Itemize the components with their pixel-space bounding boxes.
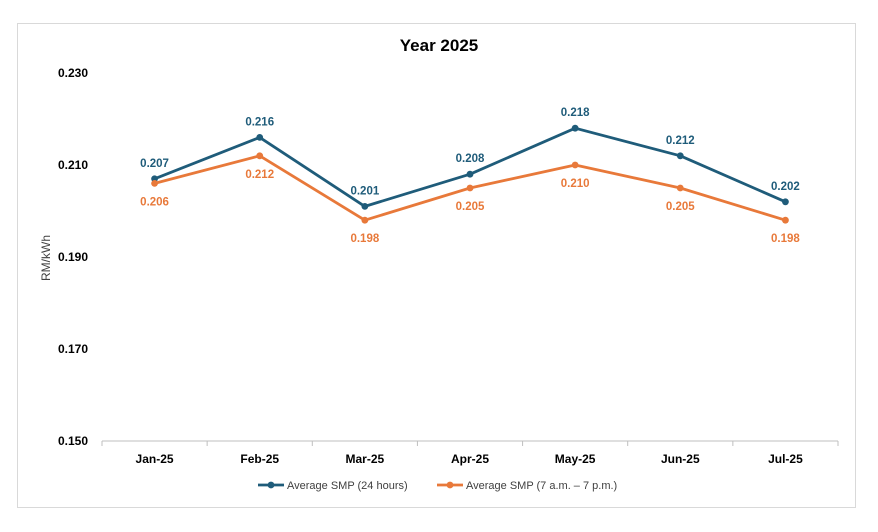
data-label: 0.208	[456, 153, 485, 165]
y-axis-title: RM/kWh	[39, 235, 53, 281]
chart-title: Year 2025	[399, 36, 479, 55]
data-label: 0.198	[771, 233, 800, 245]
legend-swatch-marker	[446, 481, 454, 489]
data-label: 0.212	[245, 169, 274, 181]
legend-label: Average SMP (24 hours)	[287, 480, 408, 492]
data-point	[361, 216, 369, 224]
legend-swatch-marker	[267, 481, 275, 489]
y-tick-label: 0.190	[58, 250, 88, 264]
data-point	[466, 170, 474, 178]
y-tick-label: 0.230	[58, 66, 88, 80]
data-label: 0.210	[561, 178, 590, 190]
data-point	[361, 203, 369, 210]
x-tick-label: Feb-25	[240, 452, 279, 466]
axes: Jan-25 Feb-25 Mar-25 Apr-25 May-25 Jun-25 Jul-…	[39, 66, 839, 466]
x-tick-label: Mar-25	[346, 452, 385, 466]
series-layer	[151, 124, 789, 224]
y-tick-label: 0.170	[58, 342, 88, 356]
data-label: 0.205	[666, 201, 695, 213]
data-point	[151, 180, 158, 187]
data-label: 0.201	[350, 185, 379, 197]
x-tick-label: Jan-25	[136, 452, 174, 466]
x-tick-label: May-25	[555, 452, 596, 466]
data-label: 0.206	[140, 196, 169, 208]
legend: Average SMP (24 hours) Average SMP (7 a.m…	[258, 480, 617, 492]
data-label: 0.205	[456, 201, 485, 213]
y-tick-label: 0.210	[58, 158, 88, 172]
data-point	[676, 184, 684, 192]
data-label: 0.202	[771, 181, 800, 193]
data-point	[571, 161, 579, 169]
data-point	[256, 152, 264, 160]
data-label: 0.218	[561, 107, 590, 119]
data-point	[256, 134, 264, 141]
x-tick-label: Apr-25	[451, 452, 489, 466]
data-labels: 0.207 0.216 0.201 0.208 0.218 0.212 0.202 0.206…	[140, 107, 800, 245]
data-point	[571, 124, 579, 132]
data-point	[676, 152, 684, 160]
x-tick-label: Jun-25	[661, 452, 700, 466]
legend-label: Average SMP (7 a.m. – 7 p.m.)	[466, 480, 617, 492]
data-label: 0.198	[350, 233, 379, 245]
data-point	[782, 216, 789, 224]
x-tick-label: Jul-25	[768, 452, 803, 466]
chart-frame	[17, 23, 856, 508]
data-label: 0.207	[140, 158, 169, 170]
data-point	[782, 198, 789, 206]
data-label: 0.216	[245, 116, 274, 128]
y-tick-label: 0.150	[58, 434, 88, 448]
data-point	[466, 184, 474, 192]
data-label: 0.212	[666, 135, 695, 147]
